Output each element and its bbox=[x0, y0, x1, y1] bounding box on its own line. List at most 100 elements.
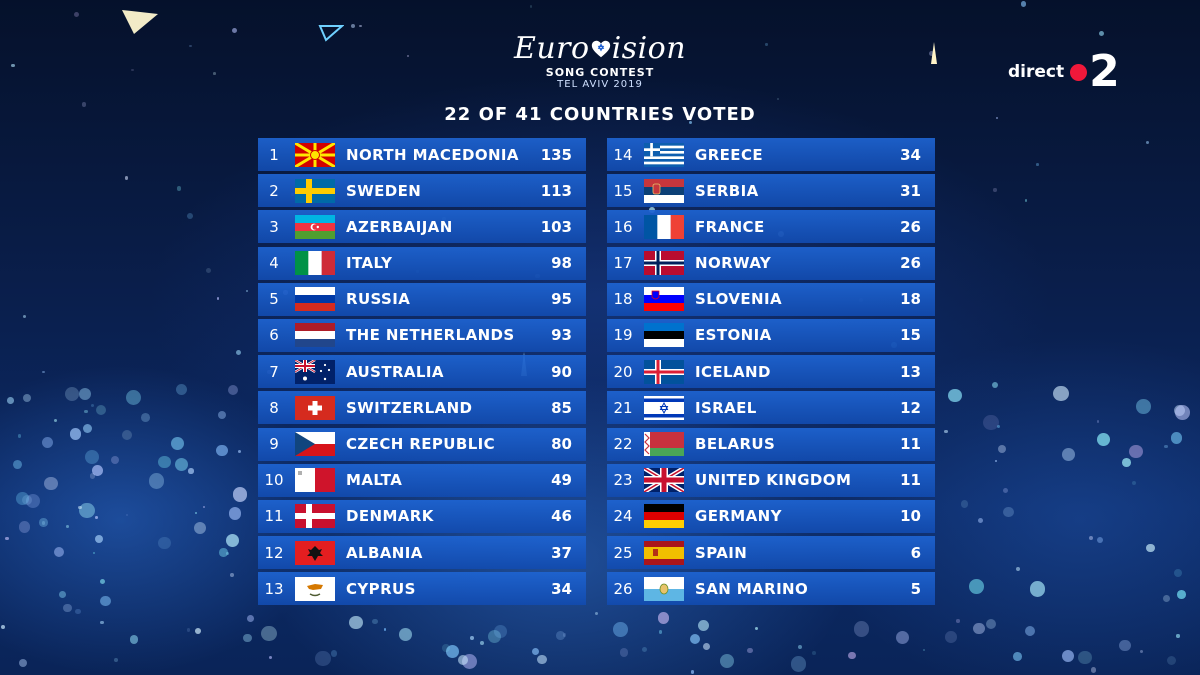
bokeh-dot bbox=[494, 625, 507, 638]
scoreboard-left-column: 1 NORTH MACEDONIA 135 2 SWEDEN 113 3 AZERBAIJAN… bbox=[258, 138, 586, 608]
eurovision-logo: Euro ision SONG CONTEST TEL AVIV 2019 bbox=[0, 32, 1200, 91]
bokeh-dot bbox=[89, 472, 96, 479]
scoreboard-row: 2 SWEDEN 113 bbox=[258, 174, 586, 208]
row-country: AZERBAIJAN bbox=[346, 217, 453, 236]
bokeh-dot bbox=[63, 603, 72, 613]
bokeh-dot bbox=[73, 11, 79, 17]
row-rank: 12 bbox=[264, 543, 284, 562]
bokeh-dot bbox=[1177, 590, 1186, 599]
bokeh-dot bbox=[124, 175, 129, 180]
bokeh-dot bbox=[39, 518, 48, 527]
bokeh-dot bbox=[17, 434, 21, 438]
bokeh-dot bbox=[1097, 433, 1110, 446]
bokeh-dot bbox=[562, 633, 567, 637]
row-rank: 9 bbox=[269, 435, 279, 453]
bokeh-dot bbox=[78, 506, 82, 510]
bokeh-dot bbox=[442, 643, 450, 652]
bokeh-dot bbox=[129, 635, 139, 644]
bokeh-dot bbox=[641, 646, 647, 652]
bokeh-dot bbox=[747, 647, 753, 654]
bokeh-dot bbox=[228, 385, 239, 396]
bokeh-dot bbox=[75, 609, 81, 615]
bokeh-dot bbox=[330, 650, 338, 657]
north-macedonia-flag-icon bbox=[295, 142, 335, 167]
row-rank: 13 bbox=[264, 579, 284, 598]
bokeh-dot bbox=[690, 670, 695, 674]
scoreboard-row: 24 GERMANY 10 bbox=[607, 499, 935, 533]
scoreboard-row: 9 CZECH REPUBLIC 80 bbox=[258, 427, 586, 461]
bokeh-dot bbox=[315, 650, 331, 667]
bokeh-dot bbox=[247, 614, 255, 622]
row-country: ESTONIA bbox=[695, 326, 772, 345]
bokeh-dot bbox=[776, 97, 780, 101]
bokeh-dot bbox=[594, 611, 599, 616]
bokeh-dot bbox=[22, 314, 26, 318]
bokeh-dot bbox=[177, 186, 182, 191]
bokeh-dot bbox=[175, 383, 188, 396]
bokeh-dot bbox=[219, 548, 228, 557]
bokeh-dot bbox=[235, 349, 242, 356]
bokeh-dot bbox=[480, 640, 484, 645]
row-country: NORWAY bbox=[695, 254, 772, 273]
bokeh-dot bbox=[22, 393, 31, 402]
bokeh-dot bbox=[658, 630, 663, 634]
bokeh-dot bbox=[983, 414, 1000, 431]
bokeh-dot bbox=[113, 658, 118, 663]
row-rank: 11 bbox=[264, 507, 284, 526]
bokeh-dot bbox=[961, 500, 969, 508]
bokeh-dot bbox=[351, 24, 356, 29]
bokeh-dot bbox=[1132, 481, 1137, 486]
bokeh-dot bbox=[1013, 652, 1022, 661]
bokeh-dot bbox=[1136, 399, 1152, 414]
row-points: 80 bbox=[551, 435, 572, 453]
albania-flag-icon bbox=[295, 540, 335, 565]
row-rank: 23 bbox=[613, 471, 633, 490]
bokeh-dot bbox=[53, 547, 64, 558]
bokeh-dot bbox=[243, 633, 252, 643]
row-rank: 5 bbox=[269, 290, 279, 309]
bokeh-dot bbox=[84, 449, 99, 464]
bokeh-dot bbox=[79, 388, 92, 401]
logo-subtitle: SONG CONTEST bbox=[545, 66, 655, 79]
row-points: 15 bbox=[900, 326, 921, 345]
bokeh-dot bbox=[968, 579, 984, 594]
bokeh-dot bbox=[372, 618, 378, 625]
scoreboard-row: 18 SLOVENIA 18 bbox=[607, 282, 935, 316]
row-country: SPAIN bbox=[695, 543, 748, 562]
row-country: SERBIA bbox=[695, 181, 759, 200]
row-points: 26 bbox=[900, 217, 921, 236]
bokeh-dot bbox=[619, 648, 629, 657]
broadcaster-channel: 2 bbox=[1089, 46, 1120, 97]
bokeh-dot bbox=[121, 430, 132, 441]
row-country: GREECE bbox=[695, 145, 764, 164]
greece-flag-icon bbox=[644, 142, 684, 167]
bokeh-dot bbox=[1162, 595, 1170, 602]
row-rank: 15 bbox=[613, 181, 633, 200]
switzerland-flag-icon bbox=[295, 395, 335, 420]
bokeh-dot bbox=[470, 636, 474, 641]
bokeh-dot bbox=[125, 514, 128, 517]
row-points: 98 bbox=[551, 254, 572, 273]
broadcaster-logo: direct 2 bbox=[1008, 50, 1120, 94]
bokeh-dot bbox=[613, 622, 629, 638]
scoreboard-row: 12 ALBANIA 37 bbox=[258, 536, 586, 570]
bokeh-dot bbox=[174, 457, 188, 471]
row-rank: 8 bbox=[269, 398, 279, 417]
bokeh-dot bbox=[1119, 639, 1131, 652]
bokeh-dot bbox=[755, 626, 759, 631]
bokeh-dot bbox=[657, 612, 670, 624]
row-country: ITALY bbox=[346, 254, 393, 273]
norway-flag-icon bbox=[644, 251, 684, 276]
bokeh-dot bbox=[41, 521, 46, 525]
bokeh-dot bbox=[16, 492, 30, 505]
bokeh-dot bbox=[228, 507, 242, 520]
bokeh-dot bbox=[188, 468, 194, 474]
bokeh-dot bbox=[148, 473, 165, 489]
bokeh-dot bbox=[110, 455, 119, 464]
scoreboard-row: 20 ICELAND 13 bbox=[607, 355, 935, 389]
bokeh-dot bbox=[531, 648, 539, 656]
bokeh-dot bbox=[232, 487, 248, 502]
row-rank: 4 bbox=[269, 254, 279, 273]
scoreboard-row: 19 ESTONIA 15 bbox=[607, 318, 935, 352]
row-points: 6 bbox=[910, 543, 921, 562]
